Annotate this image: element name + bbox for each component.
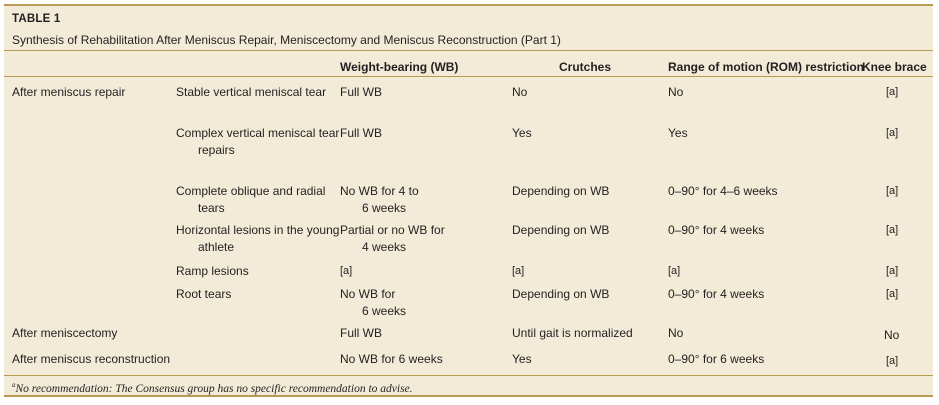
row-5-rom: [a] bbox=[668, 265, 681, 277]
row-8-wb-line-1: No WB for 6 weeks bbox=[340, 352, 443, 366]
table-footnote: aNo recommendation: The Consensus group … bbox=[12, 381, 413, 395]
row-4-wb-line-2: 4 weeks bbox=[362, 240, 407, 254]
row-2-wb: Full WB bbox=[340, 125, 382, 142]
row-2-sub-line-1: Complex vertical meniscal tear bbox=[176, 126, 340, 140]
row-2-sub-line-2: repairs bbox=[198, 143, 235, 157]
row-2-rom: Yes bbox=[668, 126, 688, 140]
row-2-wb-line-1: Full WB bbox=[340, 126, 382, 140]
row-4-subcategory: Horizontal lesions in the young athlete bbox=[176, 222, 339, 256]
row-1-wb-line-1: Full WB bbox=[340, 85, 382, 99]
row-3-wb: No WB for 4 to 6 weeks bbox=[340, 183, 419, 217]
rule-top bbox=[4, 50, 933, 51]
row-5-wb: [a] bbox=[340, 263, 352, 280]
row-5-sub-line-1: Ramp lesions bbox=[176, 264, 249, 278]
group-label-meniscectomy: After meniscectomy bbox=[12, 326, 118, 340]
row-5-crutches: [a] bbox=[512, 265, 525, 277]
row-8-brace: [a] bbox=[886, 355, 899, 367]
row-3-wb-line-2: 6 weeks bbox=[362, 201, 407, 215]
table-label: TABLE 1 bbox=[12, 13, 61, 25]
row-6-sub-line-1: Root tears bbox=[176, 287, 232, 301]
row-1-crutches: No bbox=[512, 85, 528, 99]
row-6-brace: [a] bbox=[886, 288, 899, 300]
row-8-crutches: Yes bbox=[512, 352, 532, 366]
row-1-sub-line-1: Stable vertical meniscal tear bbox=[176, 85, 327, 99]
row-1-subcategory: Stable vertical meniscal tear bbox=[176, 84, 326, 101]
row-2-subcategory: Complex vertical meniscal tear repairs bbox=[176, 125, 339, 159]
group-label-repair: After meniscus repair bbox=[12, 85, 126, 99]
row-5-subcategory: Ramp lesions bbox=[176, 263, 249, 280]
row-6-wb-line-2: 6 weeks bbox=[362, 304, 407, 318]
row-7-wb-line-1: Full WB bbox=[340, 326, 382, 340]
row-4-wb: Partial or no WB for 4 weeks bbox=[340, 222, 445, 256]
row-3-sub-line-1: Complete oblique and radial bbox=[176, 184, 326, 198]
header-weight-bearing: Weight-bearing (WB) bbox=[340, 60, 459, 74]
row-3-brace: [a] bbox=[886, 185, 899, 197]
row-1-rom: No bbox=[668, 85, 684, 99]
row-8-rom: 0–90° for 6 weeks bbox=[668, 352, 765, 366]
footnote-text: No recommendation: The Consensus group h… bbox=[15, 382, 413, 395]
row-7-rom: No bbox=[668, 326, 684, 340]
row-6-wb-line-1: No WB for bbox=[340, 287, 396, 301]
rule-bottom bbox=[4, 375, 933, 376]
row-3-subcategory: Complete oblique and radial tears bbox=[176, 183, 325, 217]
row-4-sub-line-1: Horizontal lesions in the young bbox=[176, 223, 340, 237]
row-2-brace: [a] bbox=[886, 127, 899, 139]
header-crutches: Crutches bbox=[559, 60, 612, 74]
row-3-crutches: Depending on WB bbox=[512, 184, 610, 198]
row-4-brace: [a] bbox=[886, 224, 899, 236]
header-knee-brace: Knee brace bbox=[862, 60, 927, 74]
row-4-wb-line-1: Partial or no WB for bbox=[340, 223, 445, 237]
row-6-crutches: Depending on WB bbox=[512, 287, 610, 301]
row-3-wb-line-1: No WB for 4 to bbox=[340, 184, 419, 198]
row-6-subcategory: Root tears bbox=[176, 286, 231, 303]
row-5-wb-line-1: [a] bbox=[340, 265, 353, 277]
row-4-rom: 0–90° for 4 weeks bbox=[668, 223, 765, 237]
row-7-brace: No bbox=[884, 328, 900, 342]
table-frame: TABLE 1 Synthesis of Rehabilitation Afte… bbox=[4, 4, 933, 397]
row-4-crutches: Depending on WB bbox=[512, 223, 610, 237]
row-8-wb: No WB for 6 weeks bbox=[340, 351, 443, 368]
row-1-brace: [a] bbox=[886, 86, 899, 98]
table-caption: Synthesis of Rehabilitation After Menisc… bbox=[12, 33, 561, 47]
row-2-crutches: Yes bbox=[512, 126, 532, 140]
row-6-rom: 0–90° for 4 weeks bbox=[668, 287, 765, 301]
row-7-crutches: Until gait is normalized bbox=[512, 326, 633, 340]
header-rom: Range of motion (ROM) restriction bbox=[668, 60, 864, 74]
row-6-wb: No WB for 6 weeks bbox=[340, 286, 406, 320]
rule-header bbox=[4, 76, 933, 77]
row-4-sub-line-2: athlete bbox=[198, 240, 235, 254]
row-5-brace: [a] bbox=[886, 265, 899, 277]
row-3-sub-line-2: tears bbox=[198, 201, 225, 215]
footnote-marker: a bbox=[12, 381, 16, 389]
row-1-wb: Full WB bbox=[340, 84, 382, 101]
row-7-wb: Full WB bbox=[340, 325, 382, 342]
group-label-reconstruction: After meniscus reconstruction bbox=[12, 352, 171, 366]
row-3-rom: 0–90° for 4–6 weeks bbox=[668, 184, 778, 198]
